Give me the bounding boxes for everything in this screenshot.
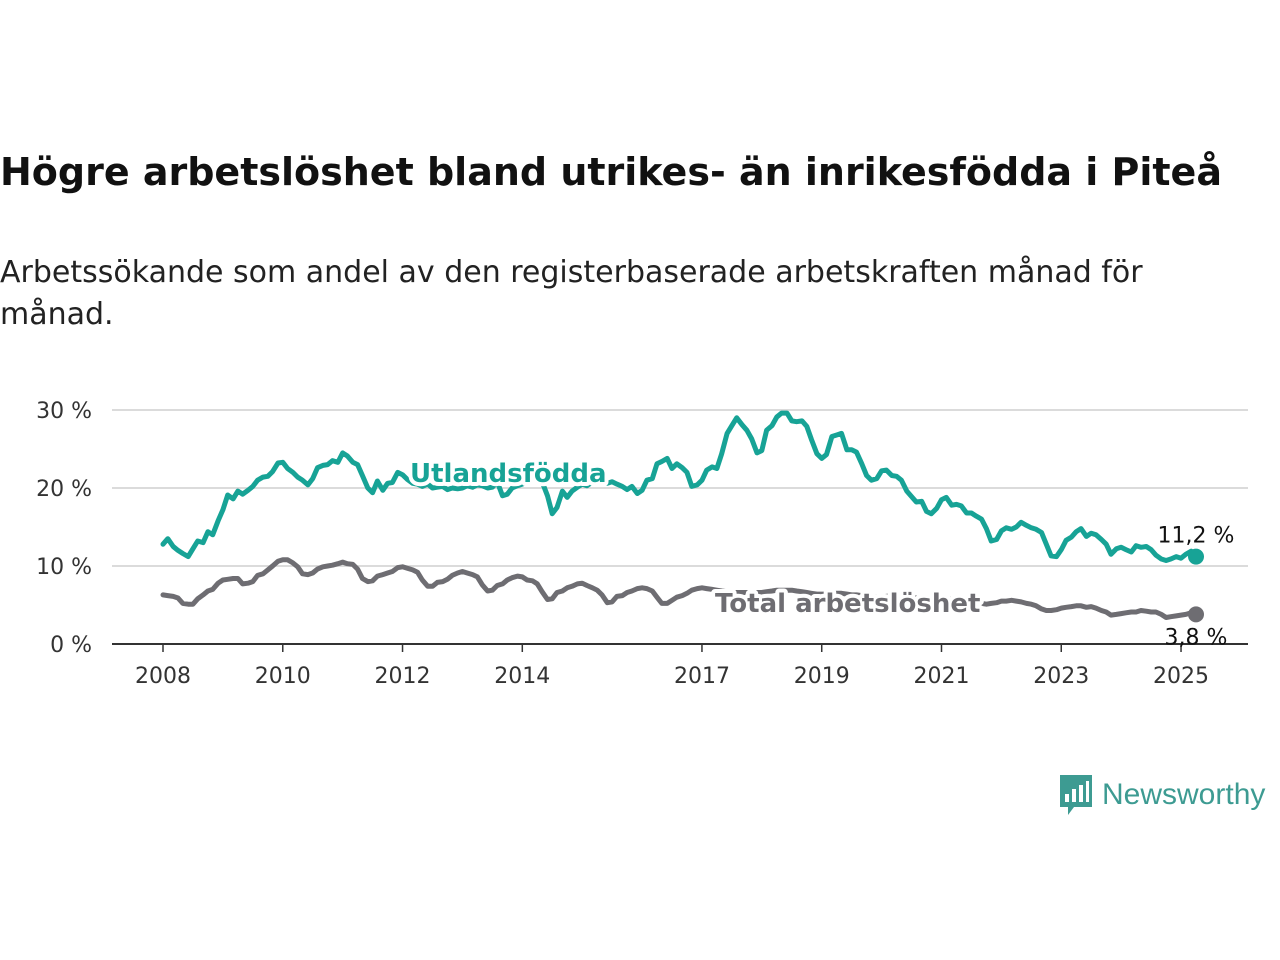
y-tick-label: 10 % [36,555,92,580]
series-end-label: 11,2 % [1158,524,1235,549]
series-end-label: 3,8 % [1165,625,1228,650]
x-axis: 2008 2010 2012 2014 2017 2019 2021 2023 2025 [135,644,1209,689]
brand-name: Newsworthy [1102,778,1266,811]
grid-lines [112,409,1248,645]
x-tick-label: 2023 [1033,664,1089,689]
bar-chart-speech-bubble-icon [1060,775,1092,815]
series-lines [160,410,1204,623]
chart-title: Högre arbetslöshet bland utrikes- än inr… [0,150,1222,194]
x-tick-label: 2010 [255,664,311,689]
x-tick-label: 2017 [674,664,730,689]
series-name-utlandsfodda: Utlandsfödda [410,459,607,489]
x-tick-label: 2025 [1153,664,1209,689]
x-tick-label: 2014 [494,664,550,689]
chart-subtitle: Arbetssökande som andel av den registerb… [0,255,1143,332]
series-end-point [1188,548,1204,565]
newsworthy-logo: Newsworthy [1058,773,1265,817]
x-tick-label: 2021 [913,664,969,689]
x-tick-label: 2008 [135,664,191,689]
y-tick-label: 30 % [36,399,92,424]
y-axis-ticks: 0 % 10 % 20 % 30 % [36,399,92,658]
y-tick-label: 0 % [50,633,92,658]
series-line-total [160,557,1199,620]
series-labels: 11,2 % 3,8 % Utlandsfödda Total arbetslöshe… [406,455,1235,650]
x-tick-label: 2019 [794,664,850,689]
series-end-point [1188,606,1204,623]
x-tick-label: 2012 [375,664,431,689]
series-line-utlandsfodda [160,410,1199,563]
series-name-total: Total arbetslöshet [715,589,980,619]
y-tick-label: 20 % [36,477,92,502]
line-chart: 0 % 10 % 20 % 30 % 2008 2010 2012 2014 2017 2019… [36,399,1248,689]
